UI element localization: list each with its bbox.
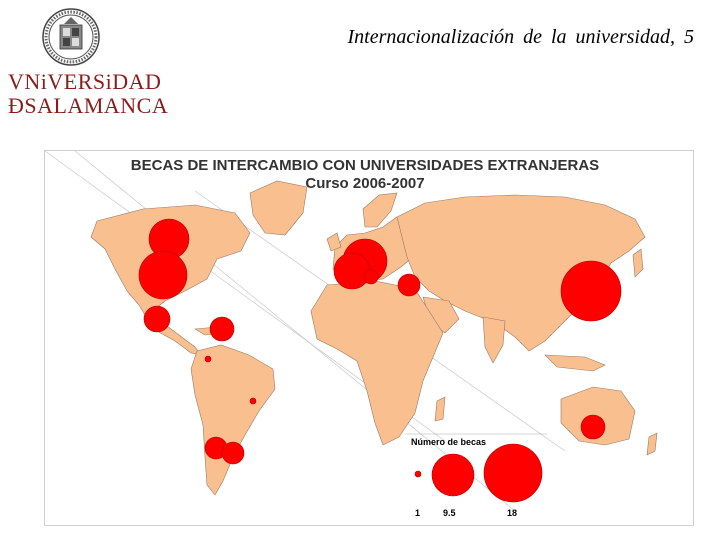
marker-brazil: [249, 397, 257, 405]
world-map-figure: BECAS DE INTERCAMBIO CON UNIVERSIDADES E…: [44, 150, 694, 526]
land-japan: [632, 248, 644, 278]
exchange-markers: [138, 218, 622, 465]
land-southeast-asia: [544, 354, 606, 372]
marker-mexico: [143, 305, 171, 333]
legend-marker-small: [414, 470, 422, 478]
university-logo: VNiVERSiDAD ÐSALAMANCA: [8, 69, 169, 118]
marker-usa: [138, 250, 188, 300]
land-british-isles: [326, 232, 342, 252]
world-map: [45, 151, 658, 512]
logo-line-1: VNiVERSiDAD: [8, 69, 162, 94]
university-seal-icon: [42, 8, 100, 66]
marker-turkey: [397, 273, 421, 297]
marker-italy: [363, 269, 379, 285]
marker-china: [560, 260, 622, 322]
legend-title: Número de becas: [411, 437, 487, 447]
marker-australia: [580, 414, 606, 440]
marker-caribbean: [209, 316, 235, 342]
land-africa: [310, 280, 444, 446]
legend-value-2: 9.5: [443, 508, 456, 518]
land-madagascar: [434, 396, 446, 422]
legend-marker-medium: [431, 453, 475, 497]
map-title: BECAS DE INTERCAMBIO CON UNIVERSIDADES E…: [130, 157, 600, 174]
legend-marker-large: [483, 443, 543, 503]
slide-title: Internacionalización de la universidad, …: [347, 26, 694, 48]
land-new-zealand: [646, 432, 658, 456]
logo-line-2: ÐSALAMANCA: [8, 93, 169, 118]
land-india: [482, 316, 506, 364]
legend: [405, 433, 547, 503]
legend-value-3: 18: [507, 508, 518, 518]
marker-colombia: [204, 355, 212, 363]
legend-value-1: 1: [415, 508, 421, 518]
marker-europe: [333, 252, 371, 290]
marker-argentina: [221, 441, 245, 465]
land-south-america: [190, 344, 276, 496]
land-greenland: [249, 180, 308, 236]
land-scandinavia: [362, 192, 398, 228]
map-subtitle: Curso 2006-2007: [305, 175, 425, 192]
